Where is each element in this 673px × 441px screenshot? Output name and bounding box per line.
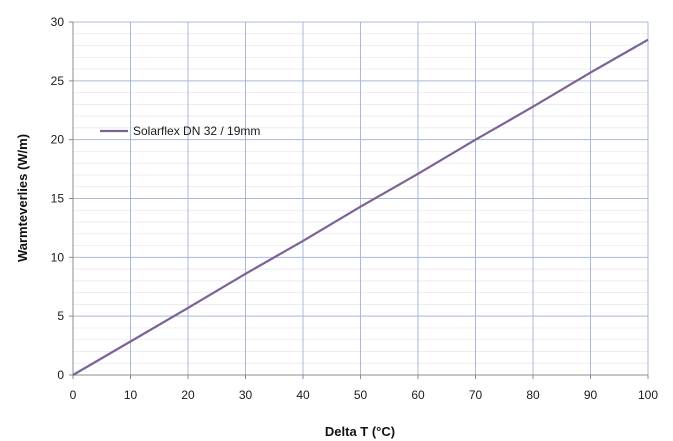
tick-labels: 0 5 10 15 20 25 30 0 10 20 30 40 50 60 70 80 90 100	[51, 15, 659, 402]
y-tick-label: 15	[51, 192, 65, 206]
x-tick-label: 100	[638, 388, 658, 402]
x-tick-label: 40	[296, 388, 310, 402]
legend-label: Solarflex DN 32 / 19mm	[133, 124, 260, 138]
legend: Solarflex DN 32 / 19mm	[100, 124, 260, 138]
series-line	[72, 38, 649, 376]
x-tick-label: 30	[239, 388, 253, 402]
y-axis-title: Warmteverlies (W/m)	[15, 134, 30, 262]
x-tick-label: 90	[584, 388, 598, 402]
x-tick-label: 50	[354, 388, 368, 402]
x-tick-label: 0	[70, 388, 77, 402]
x-tick-label: 20	[181, 388, 195, 402]
y-tick-label: 25	[51, 74, 65, 88]
x-tick-label: 80	[526, 388, 540, 402]
y-tick-label: 5	[57, 309, 64, 323]
y-tick-label: 0	[57, 368, 64, 382]
x-tick-label: 70	[469, 388, 483, 402]
grid	[73, 21, 649, 375]
series	[72, 38, 649, 376]
y-tick-label: 20	[51, 133, 65, 147]
x-axis-title: Delta T (°C)	[325, 424, 395, 439]
y-tick-label: 10	[51, 250, 65, 264]
x-tick-label: 10	[124, 388, 138, 402]
x-tick-label: 60	[411, 388, 425, 402]
y-tick-label: 30	[51, 15, 65, 29]
